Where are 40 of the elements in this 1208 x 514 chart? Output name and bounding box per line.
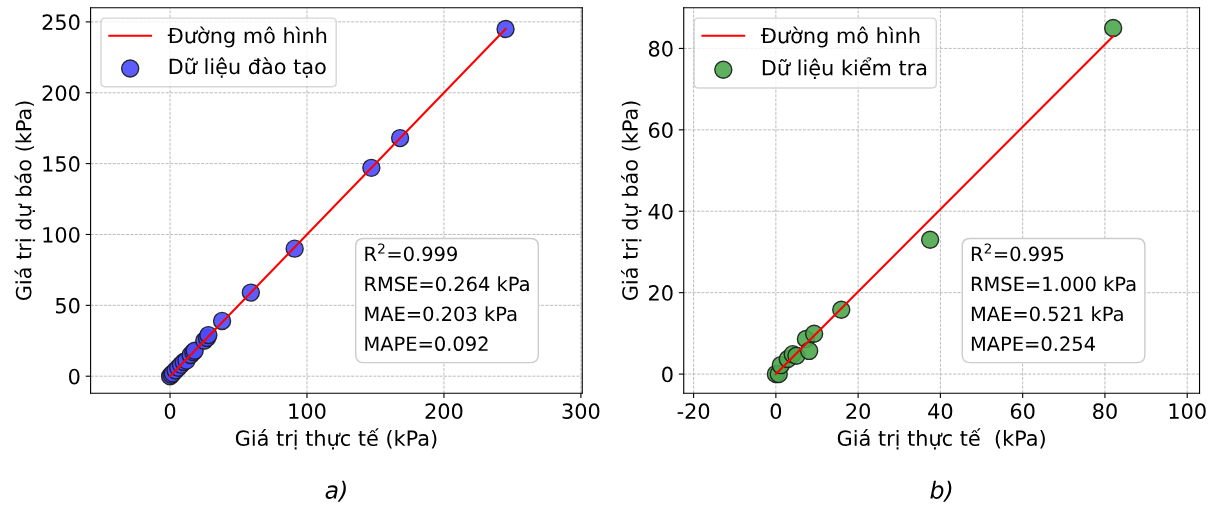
x-tick-label: 60	[1010, 403, 1035, 420]
annotation: R$^{2}$=0.999	[365, 243, 457, 262]
y-tick-label: 60	[648, 122, 673, 139]
x-tick-label: 20	[846, 403, 871, 420]
y-tick-label: 150	[43, 156, 80, 172]
x-axis-title: Giá trị thực tế (kPa)	[235, 428, 437, 450]
x-tick-label: 200	[425, 403, 463, 420]
annotation: RMSE=1.000 kPa	[971, 276, 1136, 292]
x-tick-label: 100	[289, 403, 326, 420]
y-tick-label: 0	[69, 368, 80, 385]
text: b)	[930, 480, 952, 502]
y-tick-label: 0	[662, 366, 673, 383]
y-axis-title: Giá trị dự báo (kPa)	[14, 101, 36, 301]
annotation: MAE=0.203 kPa	[365, 306, 517, 322]
x-tick-label: 80	[1093, 403, 1117, 420]
y-tick-label: 40	[648, 203, 673, 220]
legend-label: Đường mô hình	[760, 26, 920, 48]
y-tick-label: 20	[649, 285, 673, 301]
x-tick-label: 300	[562, 403, 600, 420]
x-axis-title: Giá trị thực tế (kPa)	[837, 428, 1045, 450]
y-tick-label: 80	[648, 40, 673, 57]
x-tick-label: -20	[677, 403, 710, 420]
annotation: RMSE=0.264 kPa	[365, 276, 529, 292]
x-tick-label: 40	[928, 403, 953, 420]
y-tick-label: 250	[42, 14, 80, 31]
annotation: MAPE=0.092	[365, 336, 488, 352]
y-tick-label: 50	[55, 297, 80, 314]
legend-label: Dữ liệu kiểm tra	[762, 57, 927, 80]
text: a)	[325, 480, 346, 502]
y-tick-label: 200	[42, 85, 80, 101]
x-tick-label: 0	[164, 403, 176, 420]
annotation: MAPE=0.254	[971, 336, 1095, 352]
legend-label: Đường mô hình	[167, 26, 327, 48]
y-tick-label: 100	[43, 226, 80, 243]
annotation: MAE=0.521 kPa	[971, 306, 1123, 322]
y-axis-title: Giá trị dự báo (kPa)	[620, 101, 642, 301]
x-tick-label: 100	[1169, 403, 1206, 420]
x-tick-label: 0	[770, 403, 782, 420]
legend-label: Dữ liệu đào tạo	[169, 57, 326, 78]
annotation: R$^{2}$=0.995	[971, 243, 1064, 262]
